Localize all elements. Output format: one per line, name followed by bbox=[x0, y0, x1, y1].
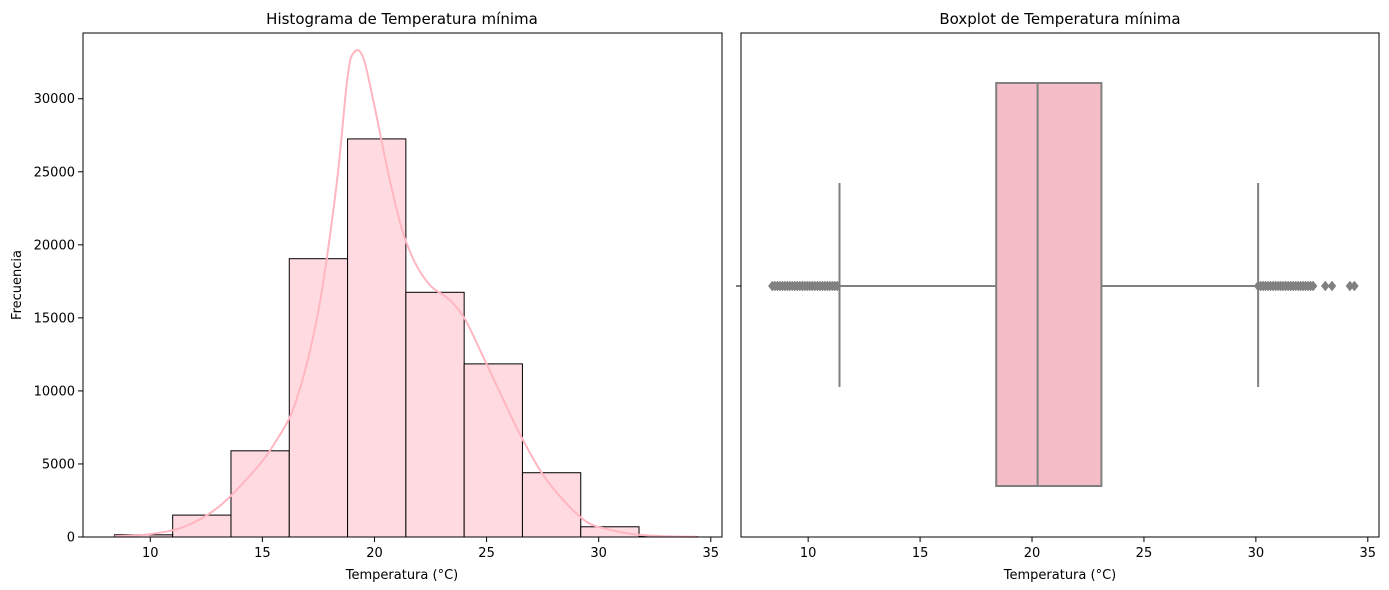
outlier-extra-3 bbox=[1350, 280, 1359, 292]
histogram-x-label: Temperatura (°C) bbox=[345, 568, 458, 583]
boxplot-x-tick-label-1: 15 bbox=[912, 546, 929, 561]
boxplot-x-tick-label-2: 20 bbox=[1024, 546, 1041, 561]
histogram-bars bbox=[113, 138, 698, 538]
histogram-bar-5 bbox=[405, 291, 465, 538]
boxplot-x-tick-label-5: 35 bbox=[1360, 546, 1377, 561]
histogram-y-tick-label-1: 5000 bbox=[42, 457, 75, 472]
histogram-y-tick-label-4: 20000 bbox=[34, 238, 75, 253]
histogram-x-tick-label-2: 20 bbox=[366, 546, 383, 561]
histogram-y-label: Frecuencia bbox=[10, 250, 25, 320]
boxplot-x-tick-label-0: 10 bbox=[800, 546, 817, 561]
histogram-title: Histograma de Temperatura mínima bbox=[266, 10, 538, 28]
histogram-y-tick-label-5: 25000 bbox=[34, 165, 75, 180]
boxplot-x-label: Temperatura (°C) bbox=[1003, 568, 1116, 583]
histogram-x-tick-label-5: 35 bbox=[703, 546, 720, 561]
boxplot-x-tick-label-3: 25 bbox=[1136, 546, 1153, 561]
histogram-y-tick-label-2: 10000 bbox=[34, 384, 75, 399]
boxplot-x-ticks: 10 15 20 25 30 35 bbox=[800, 537, 1376, 561]
kde-curve bbox=[114, 49, 698, 538]
histogram-x-tick-label-1: 15 bbox=[254, 546, 271, 561]
histogram-y-tick-label-0: 0 bbox=[67, 531, 75, 546]
outlier-extra-1 bbox=[1327, 280, 1337, 292]
boxplot-x-tick-label-4: 30 bbox=[1248, 546, 1265, 561]
histogram-panel: Histograma de Temperatura mínima 10 15 20 2… bbox=[10, 10, 723, 583]
outlier-low-26 bbox=[833, 280, 842, 292]
histogram-bar-4 bbox=[347, 138, 407, 538]
boxplot-elements bbox=[768, 82, 1359, 487]
histogram-x-tick-label-0: 10 bbox=[142, 546, 159, 561]
outlier-high-22 bbox=[1308, 280, 1318, 292]
iqr-box bbox=[995, 82, 1103, 487]
boxplot-axes-frame bbox=[740, 32, 1380, 538]
histogram-y-ticks: 0 5000 10000 15000 20000 25000 30000 bbox=[34, 92, 83, 546]
histogram-bar-7 bbox=[521, 472, 582, 538]
histogram-x-tick-label-3: 25 bbox=[478, 546, 495, 561]
boxplot-panel: Boxplot de Temperatura mínima 10 15 20 25 30… bbox=[736, 10, 1380, 583]
boxplot-title: Boxplot de Temperatura mínima bbox=[939, 10, 1180, 28]
histogram-bar-6 bbox=[463, 363, 523, 538]
histogram-bar-8 bbox=[580, 526, 640, 538]
histogram-x-tick-label-4: 30 bbox=[590, 546, 607, 561]
histogram-y-tick-label-6: 30000 bbox=[34, 92, 75, 107]
histogram-axes-frame bbox=[82, 32, 723, 538]
histogram-x-ticks: 10 15 20 25 30 35 bbox=[142, 537, 719, 561]
histogram-y-tick-label-3: 15000 bbox=[34, 311, 75, 326]
